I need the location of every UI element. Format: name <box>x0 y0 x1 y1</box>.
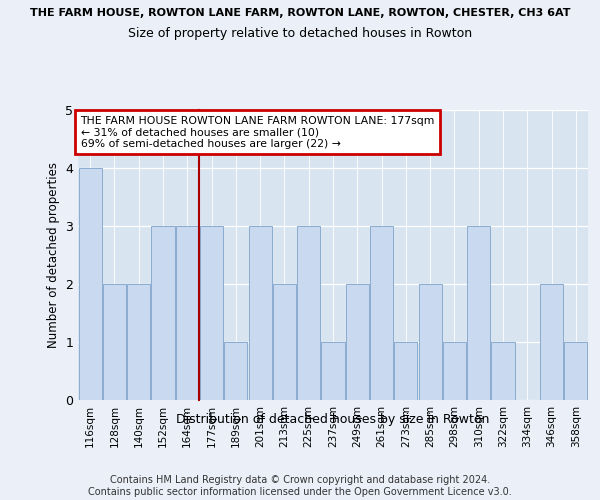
Text: Distribution of detached houses by size in Rowton: Distribution of detached houses by size … <box>176 412 490 426</box>
Bar <box>419 284 442 400</box>
Bar <box>467 226 490 400</box>
Bar <box>346 284 369 400</box>
Bar <box>443 342 466 400</box>
Text: THE FARM HOUSE, ROWTON LANE FARM, ROWTON LANE, ROWTON, CHESTER, CH3 6AT: THE FARM HOUSE, ROWTON LANE FARM, ROWTON… <box>30 8 570 18</box>
Bar <box>370 226 393 400</box>
Bar <box>248 226 272 400</box>
Bar <box>200 226 223 400</box>
Bar <box>491 342 515 400</box>
Text: Contains HM Land Registry data © Crown copyright and database right 2024.
Contai: Contains HM Land Registry data © Crown c… <box>88 475 512 496</box>
Bar <box>297 226 320 400</box>
Bar <box>322 342 344 400</box>
Bar <box>224 342 247 400</box>
Bar <box>103 284 126 400</box>
Bar <box>127 284 150 400</box>
Text: THE FARM HOUSE ROWTON LANE FARM ROWTON LANE: 177sqm
← 31% of detached houses are: THE FARM HOUSE ROWTON LANE FARM ROWTON L… <box>80 116 435 149</box>
Bar <box>394 342 418 400</box>
Bar <box>540 284 563 400</box>
Bar <box>273 284 296 400</box>
Bar <box>79 168 101 400</box>
Text: Size of property relative to detached houses in Rowton: Size of property relative to detached ho… <box>128 28 472 40</box>
Y-axis label: Number of detached properties: Number of detached properties <box>47 162 59 348</box>
Bar <box>176 226 199 400</box>
Bar <box>565 342 587 400</box>
Bar <box>151 226 175 400</box>
